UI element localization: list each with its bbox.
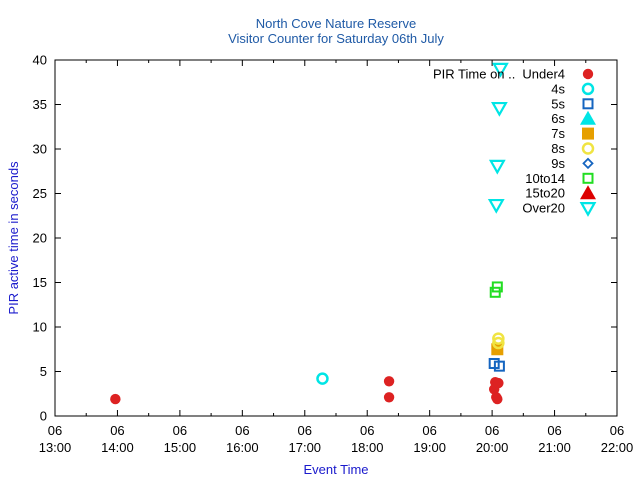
x-tick-label-time: 20:00 [476, 440, 509, 455]
x-axis-label: Event Time [303, 462, 368, 477]
legend-label: Under4 [522, 67, 565, 82]
legend-title: PIR Time on .. [433, 67, 515, 82]
x-tick-label-day: 06 [48, 423, 62, 438]
data-point [110, 393, 121, 405]
legend-label: 10to14 [525, 171, 565, 186]
legend-marker [582, 68, 594, 80]
data-point [316, 372, 329, 385]
x-tick-label-time: 15:00 [164, 440, 197, 455]
x-tick-label-day: 06 [298, 423, 312, 438]
legend-marker [580, 185, 596, 200]
x-tick-label-day: 06 [235, 423, 249, 438]
series-10to14 [489, 281, 503, 298]
legend-label: Over20 [522, 201, 565, 216]
y-tick-label: 30 [33, 142, 47, 157]
legend-label: 15to20 [525, 186, 565, 201]
x-tick-label-time: 16:00 [226, 440, 259, 455]
data-point [493, 377, 504, 389]
legend-marker [582, 157, 594, 170]
data-point [492, 62, 509, 78]
series-4s [316, 372, 329, 385]
legend-label: 6s [551, 111, 565, 126]
x-tick-label-time: 21:00 [538, 440, 571, 455]
data-point [491, 101, 508, 117]
series-8s [492, 332, 505, 350]
x-tick-label-time: 17:00 [289, 440, 322, 455]
x-tick-label-time: 19:00 [413, 440, 446, 455]
x-tick-label-time: 13:00 [39, 440, 72, 455]
legend-label: 7s [551, 126, 565, 141]
y-tick-label: 40 [33, 53, 47, 68]
legend-marker [582, 98, 594, 110]
chart-subtitle: Visitor Counter for Saturday 06th July [228, 31, 444, 46]
series-5s [488, 357, 505, 372]
series-over20 [487, 62, 509, 214]
data-point [383, 376, 395, 387]
x-tick-label-day: 06 [360, 423, 374, 438]
data-point [492, 332, 505, 345]
legend-marker [582, 172, 594, 184]
legend-marker [579, 202, 597, 217]
y-tick-label: 15 [33, 275, 47, 290]
y-tick-label: 0 [40, 409, 47, 424]
x-tick-label-day: 06 [547, 423, 561, 438]
data-point [491, 281, 503, 293]
y-tick-label: 5 [40, 364, 47, 379]
chart-title: North Cove Nature Reserve [256, 16, 416, 31]
y-tick-label: 20 [33, 231, 47, 246]
x-tick-label-day: 06 [610, 423, 624, 438]
data-point [492, 336, 505, 350]
legend-marker [581, 142, 595, 155]
x-tick-label-day: 06 [173, 423, 187, 438]
legend-marker [581, 82, 595, 96]
plot-frame [54, 59, 618, 417]
data-point [492, 393, 503, 405]
y-tick-label: 25 [33, 186, 47, 201]
axes: 0 5 10 15 20 25 30 35 40 06 13:00 06 14:00 06 15:00 06 1… [33, 53, 634, 456]
data-point [487, 198, 505, 214]
y-tick-label: 10 [33, 320, 47, 335]
legend-label: 8s [551, 141, 565, 156]
data-points [110, 62, 509, 405]
legend-label: 9s [551, 156, 565, 171]
x-tick-label-day: 06 [422, 423, 436, 438]
x-tick-label-time: 22:00 [601, 440, 634, 455]
x-tick-label-day: 06 [485, 423, 499, 438]
x-tick-label-day: 06 [110, 423, 124, 438]
x-tick-label-time: 18:00 [351, 440, 384, 455]
data-point [493, 360, 505, 372]
legend-label: 5s [551, 96, 565, 111]
legend-marker [582, 127, 594, 140]
data-point [383, 392, 395, 403]
data-point [488, 159, 506, 175]
y-tick-label: 35 [33, 97, 47, 112]
series-under4 [110, 376, 504, 405]
legend-label: 4s [551, 81, 565, 96]
x-tick-label-time: 14:00 [101, 440, 134, 455]
y-axis-label: PIR active time in seconds [6, 161, 21, 315]
legend-marker [580, 110, 596, 125]
